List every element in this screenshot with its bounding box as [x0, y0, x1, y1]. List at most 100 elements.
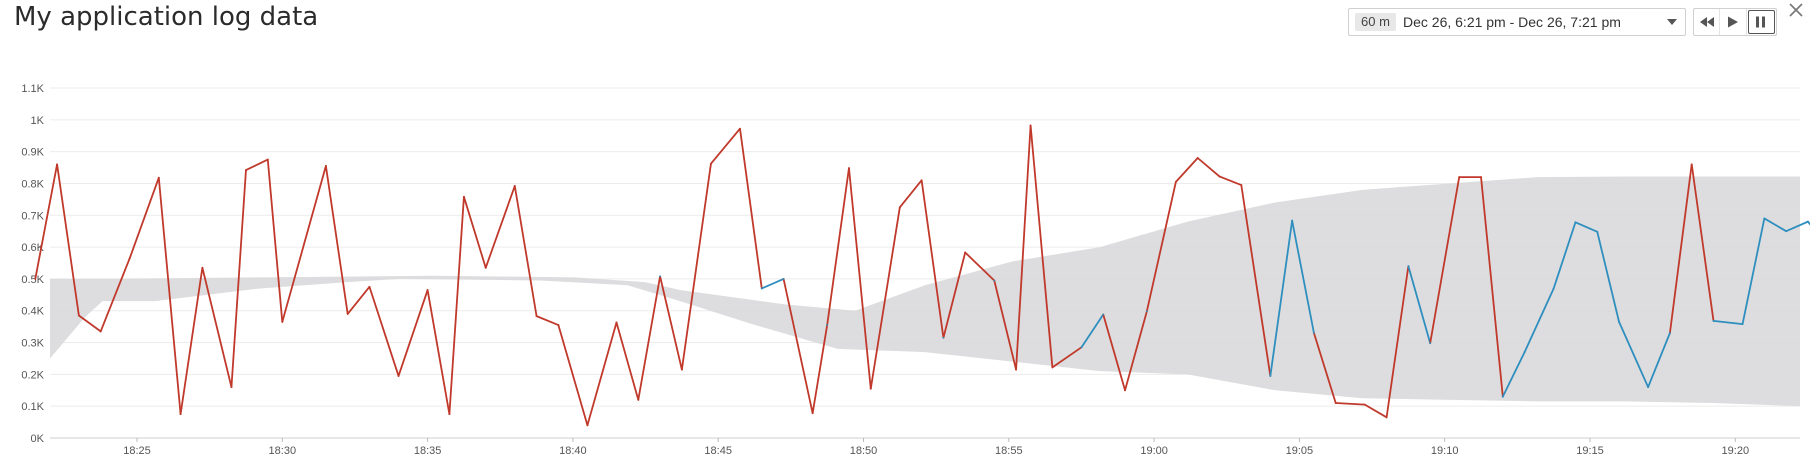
data-point: [1596, 230, 1599, 233]
data-point: [535, 315, 538, 318]
anomaly-segment: [426, 289, 451, 416]
data-point: [659, 275, 661, 278]
rewind-button[interactable]: [1694, 9, 1721, 35]
anomaly-segment: [710, 127, 741, 165]
play-button[interactable]: [1720, 9, 1747, 35]
data-point: [1807, 220, 1809, 223]
data-point: [680, 368, 683, 371]
data-point: [230, 386, 233, 388]
data-point: [1690, 163, 1693, 166]
data-point: [201, 266, 204, 269]
series-segment: [1763, 217, 1788, 233]
anomaly-segment: [1669, 163, 1693, 334]
data-point: [368, 285, 371, 288]
data-point: [1313, 332, 1315, 334]
y-tick-label: 0.9K: [21, 147, 44, 159]
data-point: [1196, 157, 1199, 159]
anomaly-segment: [942, 251, 967, 339]
x-tick-label: 18:30: [269, 445, 297, 457]
anomaly-segment: [1029, 124, 1054, 369]
y-tick-label: 0K: [31, 433, 45, 445]
data-point: [1051, 366, 1054, 369]
anomaly-segment: [1102, 313, 1126, 392]
x-tick-label: 18:25: [123, 445, 151, 457]
y-tick-label: 0.6K: [21, 242, 44, 254]
data-point: [1240, 184, 1243, 186]
data-point: [324, 165, 327, 167]
pause-button[interactable]: [1747, 10, 1775, 34]
data-point: [426, 289, 429, 291]
x-tick-label: 19:10: [1431, 445, 1459, 457]
series-segment: [1552, 221, 1577, 290]
data-point: [1102, 313, 1105, 316]
y-tick-label: 0.3K: [21, 338, 44, 350]
page-title: My application log data: [14, 2, 319, 32]
anomaly-segment: [34, 163, 58, 280]
timeframe-selector[interactable]: 60 m Dec 26, 6:21 pm - Dec 26, 7:21 pm: [1348, 8, 1686, 36]
data-point: [1218, 175, 1221, 178]
data-point: [99, 330, 102, 333]
anomaly-segment: [245, 158, 269, 171]
time-navigation: [1693, 8, 1777, 36]
y-tick-label: 1K: [31, 115, 45, 127]
anomaly-segment: [637, 275, 661, 401]
data-point: [1552, 287, 1555, 290]
anomaly-segment: [586, 321, 618, 427]
data-point: [557, 324, 560, 326]
data-point: [898, 206, 901, 209]
anomaly-segment: [448, 195, 465, 416]
data-point: [1501, 395, 1504, 398]
anomaly-segment: [615, 321, 640, 401]
anomaly-segment: [848, 167, 872, 390]
data-point: [1029, 124, 1032, 127]
anomaly-segment: [898, 179, 923, 209]
x-tick-label: 19:05: [1286, 445, 1314, 457]
anomaly-segment: [128, 176, 160, 260]
anomaly-segment: [157, 176, 182, 416]
timeframe-range: Dec 26, 6:21 pm - Dec 26, 7:21 pm: [1403, 14, 1621, 30]
data-point: [56, 163, 58, 166]
y-tick-label: 0.5K: [21, 274, 44, 286]
series-segment: [1712, 320, 1744, 325]
anomaly-segment: [1124, 310, 1148, 392]
y-tick-label: 0.4K: [21, 306, 44, 318]
data-point: [346, 313, 349, 315]
data-point: [128, 257, 131, 260]
x-tick-label: 19:15: [1576, 445, 1604, 457]
anomaly-segment: [1015, 124, 1032, 371]
data-point: [34, 278, 37, 280]
data-point: [1269, 375, 1272, 377]
anomaly-segment: [513, 185, 538, 318]
data-point: [397, 375, 400, 377]
anomaly-segment: [1174, 157, 1199, 183]
anomaly-segment: [56, 163, 80, 317]
y-tick-label: 1.1K: [21, 83, 44, 95]
anomaly-segment: [869, 206, 901, 390]
series-segment: [1741, 217, 1766, 325]
data-point: [1647, 386, 1650, 388]
data-point: [1429, 342, 1432, 345]
anomaly-segment: [1218, 175, 1243, 186]
data-point: [1618, 320, 1620, 323]
series-segment: [1596, 230, 1620, 323]
data-point: [1291, 219, 1294, 222]
anomaly-segment: [1051, 346, 1083, 369]
x-tick-label: 18:45: [704, 445, 732, 457]
x-tick-label: 18:40: [559, 445, 587, 457]
expected-range-band: [50, 176, 1800, 407]
data-point: [993, 279, 996, 282]
y-tick-label: 0.8K: [21, 178, 44, 190]
series-segment: [1291, 219, 1315, 334]
anomaly-segment: [557, 324, 589, 427]
y-tick-label: 0.1K: [21, 401, 44, 413]
close-icon[interactable]: [1786, 0, 1806, 20]
chevron-down-icon[interactable]: [1667, 19, 1677, 25]
x-tick-label: 19:20: [1722, 445, 1750, 457]
data-point: [157, 176, 160, 179]
anomaly-segment: [266, 158, 284, 323]
data-point: [1080, 346, 1083, 349]
anomaly-segment: [99, 257, 131, 333]
play-icon: [1727, 16, 1738, 28]
anomaly-segment: [201, 266, 233, 388]
anomaly-segment: [1480, 176, 1504, 398]
